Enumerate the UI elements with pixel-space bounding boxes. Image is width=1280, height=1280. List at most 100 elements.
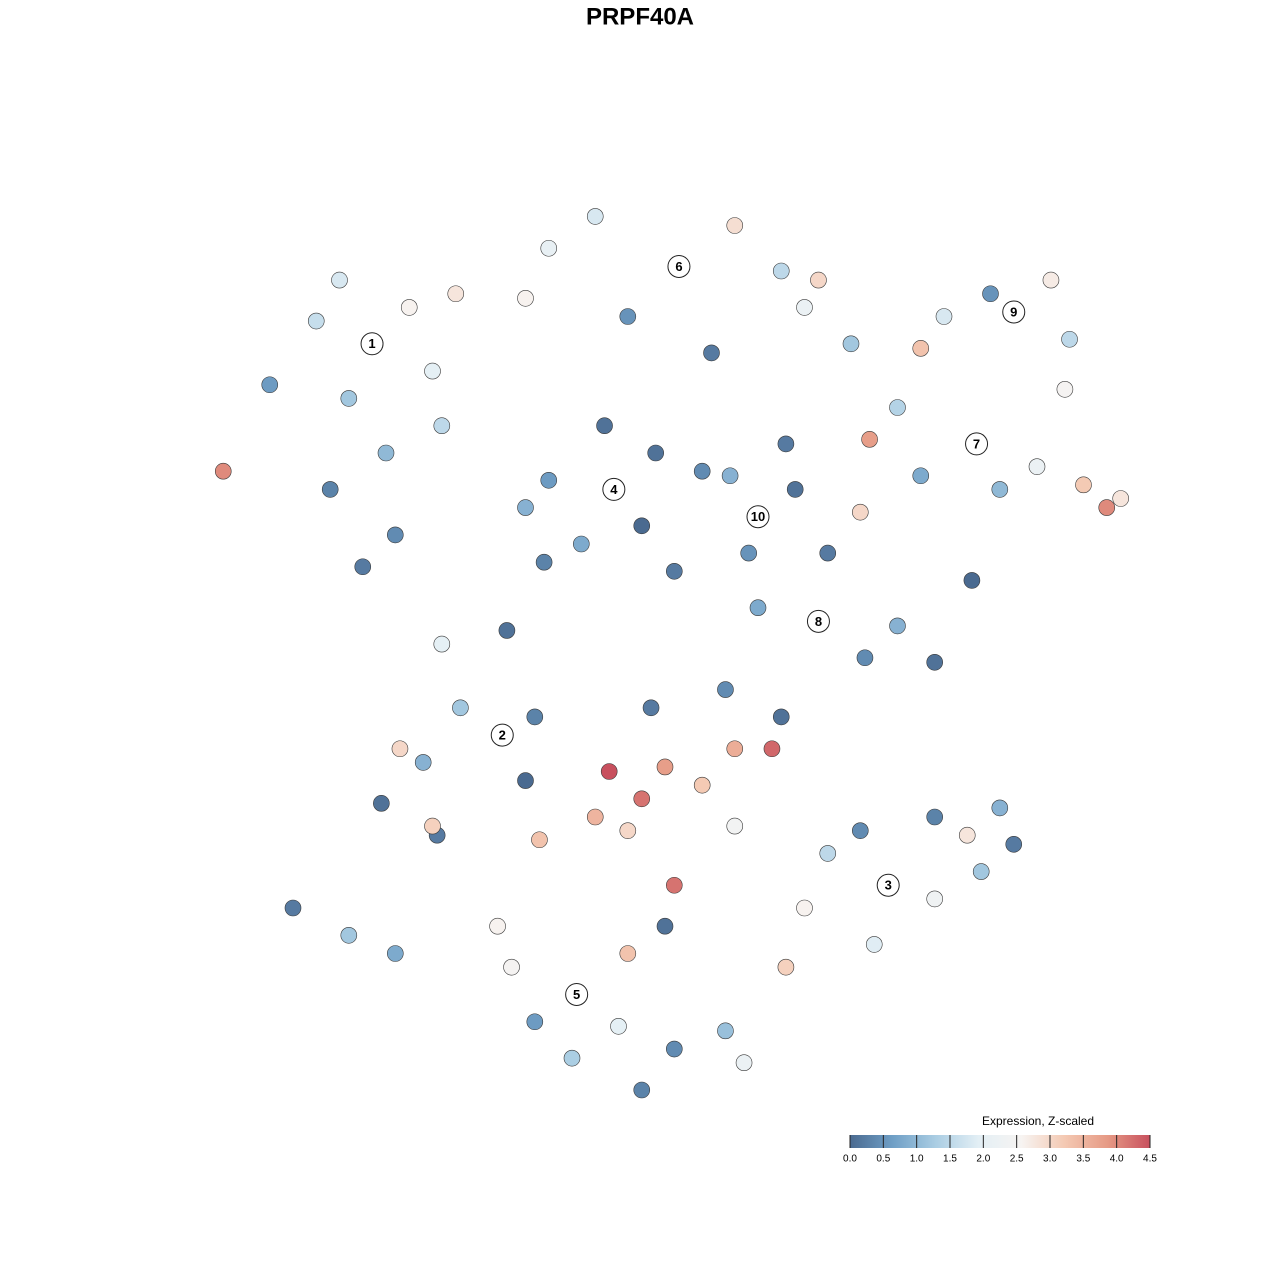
cluster-label-badge (746, 505, 770, 529)
point (1098, 499, 1116, 516)
point (331, 271, 348, 289)
point (693, 776, 711, 794)
cluster-label: 7 (973, 436, 980, 451)
point (377, 444, 395, 462)
cluster-label: 6 (675, 259, 682, 274)
colorbar-tick-label: 2.0 (976, 1154, 990, 1165)
point (926, 808, 944, 826)
point (535, 553, 553, 571)
point (991, 481, 1009, 498)
cluster-label-badge (360, 332, 384, 356)
point (540, 239, 558, 257)
point (452, 699, 469, 717)
point (851, 503, 869, 521)
point (772, 708, 790, 726)
point (926, 653, 944, 671)
point (777, 958, 795, 976)
point (526, 708, 544, 726)
point (340, 926, 358, 944)
point (284, 899, 302, 917)
point (912, 467, 930, 485)
point (912, 340, 930, 357)
cluster-label: 8 (815, 614, 822, 629)
point (861, 431, 878, 448)
point (726, 740, 744, 758)
colorbar-tick-label: 4.0 (1110, 1154, 1124, 1165)
point (563, 1049, 581, 1067)
point (865, 936, 883, 953)
point (400, 299, 418, 316)
colorbar-tick-label: 0.0 (843, 1154, 857, 1165)
point (489, 917, 506, 935)
point (819, 544, 837, 562)
point (354, 558, 372, 576)
point (958, 826, 976, 844)
cluster-label: 4 (610, 482, 618, 497)
point (414, 754, 432, 771)
point (586, 208, 604, 225)
cluster-label-badge (876, 873, 900, 897)
point (586, 808, 604, 826)
cluster-label: 9 (1010, 304, 1017, 319)
point (721, 467, 739, 485)
point (619, 945, 637, 962)
point (763, 740, 781, 758)
point (665, 876, 683, 894)
point (935, 308, 953, 325)
colorbar (850, 1135, 1150, 1148)
point (1075, 476, 1092, 494)
cluster-label-badge (806, 609, 830, 633)
point (842, 335, 860, 353)
point (656, 917, 674, 935)
point (810, 271, 827, 289)
point (619, 308, 637, 325)
point (1056, 380, 1074, 398)
cluster-label: 1 (368, 336, 375, 351)
point (851, 822, 869, 839)
colorbar-tick-label: 3.5 (1076, 1154, 1090, 1165)
point (424, 817, 441, 835)
point (600, 763, 618, 780)
point (261, 376, 279, 394)
point (1061, 330, 1078, 348)
point (531, 831, 548, 849)
point (424, 362, 441, 380)
cluster-label-badge (490, 723, 514, 747)
point (889, 399, 906, 416)
point (717, 681, 734, 698)
colorbar-tick-label: 1.0 (910, 1154, 924, 1165)
colorbar-tick-label: 1.5 (943, 1154, 957, 1165)
point (1028, 458, 1046, 475)
point (340, 390, 358, 407)
point (726, 817, 744, 835)
cluster-label-badge (565, 982, 589, 1006)
point (498, 622, 516, 639)
point (321, 481, 339, 498)
colorbar-tick-label: 3.0 (1043, 1154, 1057, 1165)
point (386, 945, 404, 962)
point (619, 822, 637, 839)
cluster-label: 10 (751, 509, 765, 524)
point (647, 444, 665, 462)
point (665, 562, 683, 580)
chart-title: PRPF40A (586, 3, 694, 30)
point (982, 285, 999, 303)
point (596, 417, 613, 435)
point (517, 289, 534, 307)
point (433, 635, 451, 653)
colorbar-tick-label: 4.5 (1143, 1154, 1157, 1165)
point (717, 1022, 734, 1040)
cluster-label: 3 (885, 878, 892, 893)
point (777, 435, 795, 453)
point (610, 1018, 627, 1035)
point (786, 481, 804, 498)
point (665, 1040, 683, 1058)
point (693, 462, 711, 480)
point (214, 462, 232, 480)
point (735, 1054, 753, 1071)
point (633, 517, 651, 535)
cluster-label-badge (1002, 300, 1026, 324)
point (749, 599, 767, 617)
point (373, 795, 390, 812)
point (926, 890, 944, 908)
